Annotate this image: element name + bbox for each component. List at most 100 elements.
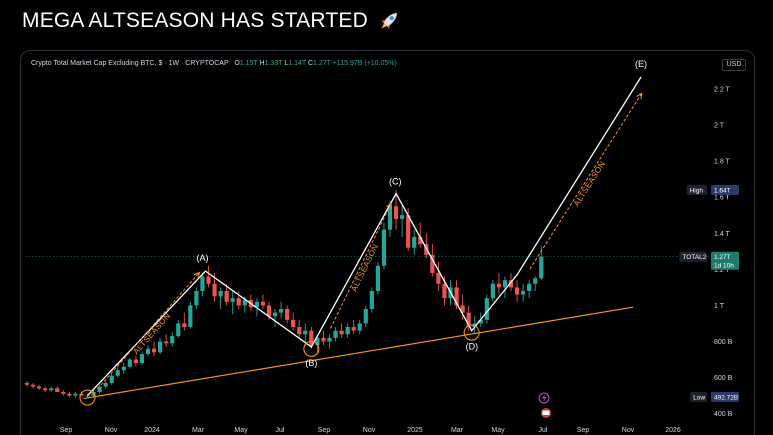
candle-body — [478, 319, 483, 324]
candle — [466, 305, 471, 331]
candle-body — [103, 382, 108, 387]
candle — [297, 319, 302, 338]
change-value: +115.97B (+10.05%) — [332, 60, 397, 67]
candle — [496, 272, 501, 295]
altseason-3-arrowhead — [636, 92, 643, 100]
candle-body — [224, 290, 229, 302]
candle — [533, 276, 538, 291]
candle-body — [339, 330, 344, 335]
close-value: 1.27T — [313, 60, 331, 67]
bottom-icons[interactable] — [538, 392, 551, 418]
candle — [393, 190, 399, 230]
candle-body — [272, 312, 278, 317]
chart-panel[interactable]: Crypto Total Market Cap Excluding BTC, $… — [20, 50, 755, 435]
wave-label-e: (E) — [635, 59, 647, 69]
time-tick-label: 2024 — [144, 427, 160, 434]
candle-body — [170, 336, 175, 344]
candle-body — [297, 327, 302, 335]
candle-body — [406, 215, 411, 248]
candle — [145, 345, 151, 356]
candle — [484, 294, 489, 324]
candle-body — [490, 283, 495, 299]
candle-body — [176, 323, 181, 337]
candle-body — [430, 254, 435, 273]
candle-body — [387, 206, 393, 230]
candle — [194, 287, 199, 310]
high-label: H — [259, 60, 265, 67]
candle — [412, 229, 417, 255]
candle — [224, 283, 229, 306]
candle — [139, 352, 145, 365]
candle — [127, 357, 132, 369]
price-chart[interactable]: (A)(B)(C)(D)(E)ALTSEASONALTSEASONALTSEAS… — [21, 51, 755, 435]
candle-body — [315, 337, 320, 346]
time-tick-label: Sep — [60, 427, 73, 434]
price-tick-label: 600 B — [714, 375, 733, 382]
candle-body — [442, 283, 447, 299]
candle-body — [381, 229, 387, 266]
candle — [30, 382, 36, 389]
candle — [333, 327, 338, 342]
candle — [109, 373, 114, 385]
candle — [285, 305, 290, 324]
candle-body — [115, 370, 120, 376]
current-price-marker: TOTAL2 1.27T 1d 10h — [679, 251, 739, 270]
lightning-icon-ring — [538, 392, 550, 404]
candle — [309, 327, 314, 349]
price-tick-label: 1.8 T — [714, 159, 731, 166]
candle-body — [279, 309, 284, 313]
time-tick-label: Mar — [451, 427, 464, 434]
candle-body — [151, 348, 157, 353]
candle-body — [212, 283, 217, 297]
low-label: L — [284, 60, 289, 67]
candle-body — [412, 236, 417, 248]
candle — [279, 301, 284, 319]
wave-label-d: (D) — [466, 342, 479, 352]
candle-body — [351, 327, 356, 331]
candle — [369, 287, 374, 313]
candle — [387, 200, 393, 237]
low-marker-label-bg — [690, 391, 707, 402]
high-value: 1.33T — [264, 60, 283, 67]
candle-body — [321, 337, 326, 342]
candle — [103, 381, 108, 389]
candle — [272, 309, 278, 328]
altseason-1-arrowhead — [193, 271, 201, 279]
candle — [61, 390, 66, 396]
candle — [67, 391, 72, 398]
candle — [375, 262, 380, 295]
candle-body — [291, 319, 296, 328]
price-axis[interactable]: 2.2 T 2 T 1.8 T 1.6 T 1.4 T 1.2 T 1 T 800 B 600 … — [679, 87, 739, 419]
candle-body — [218, 290, 223, 297]
time-tick-label: 2025 — [407, 427, 423, 434]
high-marker-value-bg — [711, 185, 739, 196]
wave-label-b: (B) — [305, 358, 317, 368]
flag-icon — [541, 408, 551, 418]
candle — [200, 272, 205, 297]
low-marker-value-bg — [711, 391, 739, 402]
candle — [490, 280, 495, 302]
currency-button[interactable]: USD — [722, 59, 746, 71]
candle-body — [30, 384, 36, 387]
candle-body — [454, 287, 459, 306]
candle — [521, 283, 526, 302]
candle-body — [85, 395, 90, 397]
open-value: 1.15T — [239, 60, 258, 67]
price-tick-label: 2.2 T — [714, 87, 731, 94]
lightning-icon — [538, 392, 550, 404]
price-tick-label: 400 B — [714, 411, 733, 418]
time-tick-label: 2026 — [665, 427, 681, 434]
candle-body — [164, 341, 169, 344]
current-price-marker-countdown: 1d 10h — [714, 263, 734, 270]
rocket-icon — [380, 12, 398, 30]
wave-path — [87, 76, 642, 397]
candle — [327, 334, 332, 349]
candle — [460, 294, 465, 320]
candle-body — [133, 359, 138, 364]
candle-body — [418, 236, 423, 245]
candle-body — [230, 298, 235, 302]
candle-body — [236, 298, 241, 306]
b-circle — [303, 340, 320, 357]
current-price-marker-label: TOTAL2 — [682, 254, 706, 261]
time-axis[interactable]: Sep Nov 2024 Mar May Jul Sep Nov 2025 Mar May Jul Se… — [60, 427, 681, 434]
